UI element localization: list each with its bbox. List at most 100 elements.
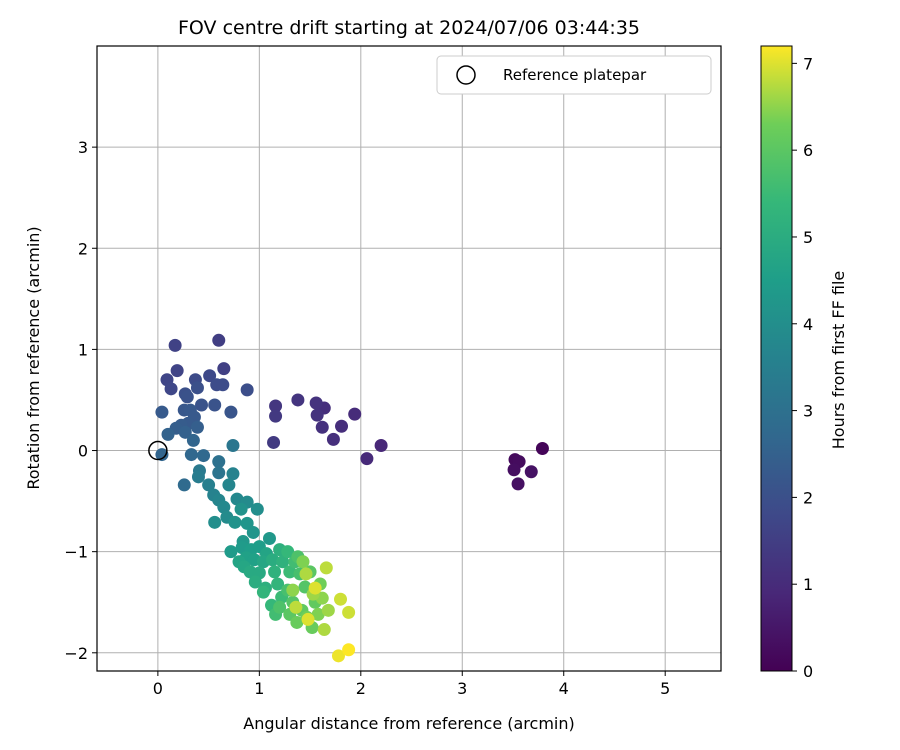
legend-marker <box>456 65 476 85</box>
scatter-point <box>212 333 226 347</box>
scatter-point <box>240 516 254 530</box>
scatter-point <box>360 452 374 466</box>
scatter-point <box>331 649 345 663</box>
scatter-point <box>269 409 283 423</box>
scatter-point <box>248 575 262 589</box>
scatter-point <box>240 383 254 397</box>
scatter-point <box>334 592 348 606</box>
colorbar-tick-label: 6 <box>803 141 813 160</box>
scatter-point <box>177 478 191 492</box>
scatter-point <box>190 420 204 434</box>
scatter-point <box>178 425 192 439</box>
scatter-point <box>342 643 356 657</box>
x-tick-label: 5 <box>660 679 670 698</box>
scatter-point <box>309 396 323 410</box>
y-tick-label: −1 <box>64 543 88 562</box>
colorbar <box>760 45 793 672</box>
scatter-point <box>301 612 315 626</box>
scatter-point <box>203 369 217 383</box>
colorbar-tick-label: 4 <box>803 315 813 334</box>
scatter-point <box>224 545 238 559</box>
scatter-point <box>291 393 305 407</box>
scatter-point <box>246 525 260 539</box>
x-axis-ticks: 0 1 2 3 4 5 <box>153 671 670 698</box>
scatter-point <box>317 623 331 637</box>
plot-frame <box>96 45 722 672</box>
scatter-point <box>273 600 287 614</box>
legend: Reference platepar <box>436 55 712 95</box>
x-tick-label: 3 <box>457 679 467 698</box>
legend-entry: Reference platepar <box>503 66 647 84</box>
scatter-point <box>276 555 290 569</box>
scatter-point <box>161 427 175 441</box>
scatter-point <box>212 466 226 480</box>
scatter-point <box>319 561 333 575</box>
x-tick-label: 0 <box>153 679 163 698</box>
scatter-points <box>155 333 549 663</box>
y-tick-label: 3 <box>78 138 88 157</box>
scatter-point <box>186 433 200 447</box>
scatter-point <box>195 398 209 412</box>
scatter-point <box>234 502 248 516</box>
scatter-point <box>202 478 216 492</box>
scatter-point <box>342 605 356 619</box>
scatter-point <box>374 438 388 452</box>
scatter-point <box>524 465 538 479</box>
colorbar-ticks: 0 1 2 3 4 5 6 7 <box>792 54 813 681</box>
scatter-point <box>283 565 297 579</box>
scatter-point <box>226 438 240 452</box>
scatter-point <box>222 478 236 492</box>
y-tick-label: −2 <box>64 644 88 663</box>
scatter-point <box>197 449 211 463</box>
scatter-point <box>230 492 244 506</box>
colorbar-tick-label: 3 <box>803 402 813 421</box>
x-axis-label: Angular distance from reference (arcmin) <box>243 714 574 733</box>
scatter-point <box>326 432 340 446</box>
scatter-point <box>321 603 335 617</box>
colorbar-tick-label: 1 <box>803 575 813 594</box>
colorbar-tick-label: 7 <box>803 54 813 73</box>
scatter-point <box>266 553 280 567</box>
scatter-point <box>335 419 349 433</box>
scatter-point <box>180 390 194 404</box>
scatter-point <box>271 577 285 591</box>
scatter-point <box>155 405 169 419</box>
scatter-point <box>191 470 205 484</box>
scatter-point <box>170 364 184 378</box>
x-tick-label: 2 <box>356 679 366 698</box>
colorbar-label: Hours from first FF file <box>829 271 848 450</box>
scatter-point <box>217 362 231 376</box>
y-tick-label: 0 <box>78 442 88 461</box>
scatter-point <box>308 581 322 595</box>
scatter-point <box>299 567 313 581</box>
scatter-point <box>168 338 182 352</box>
reference-platepar-marker <box>148 440 168 461</box>
colorbar-tick-label: 2 <box>803 488 813 507</box>
y-axis-ticks: −2 −1 0 1 2 3 <box>64 138 97 663</box>
scatter-point <box>217 500 231 514</box>
chart-title: FOV centre drift starting at 2024/07/06 … <box>178 17 640 39</box>
legend-box <box>436 55 712 95</box>
y-tick-label: 2 <box>78 239 88 258</box>
scatter-point <box>256 585 270 599</box>
scatter-point <box>286 583 300 597</box>
scatter-point <box>315 420 329 434</box>
scatter-point <box>184 448 198 462</box>
scatter-point <box>290 615 304 629</box>
scatter-point <box>535 442 549 456</box>
scatter-point <box>190 381 204 395</box>
x-tick-label: 1 <box>254 679 264 698</box>
scatter-point <box>250 502 264 516</box>
scatter-point <box>269 399 283 413</box>
scatter-point <box>511 477 525 491</box>
scatter-point <box>310 408 324 422</box>
scatter-point <box>216 378 230 392</box>
y-tick-label: 1 <box>78 340 88 359</box>
scatter-point <box>348 407 362 421</box>
scatter-point <box>226 467 240 481</box>
scatter-point <box>289 600 303 614</box>
scatter-point <box>212 455 226 469</box>
scatter-point <box>228 515 242 529</box>
scatter-point <box>262 532 276 546</box>
